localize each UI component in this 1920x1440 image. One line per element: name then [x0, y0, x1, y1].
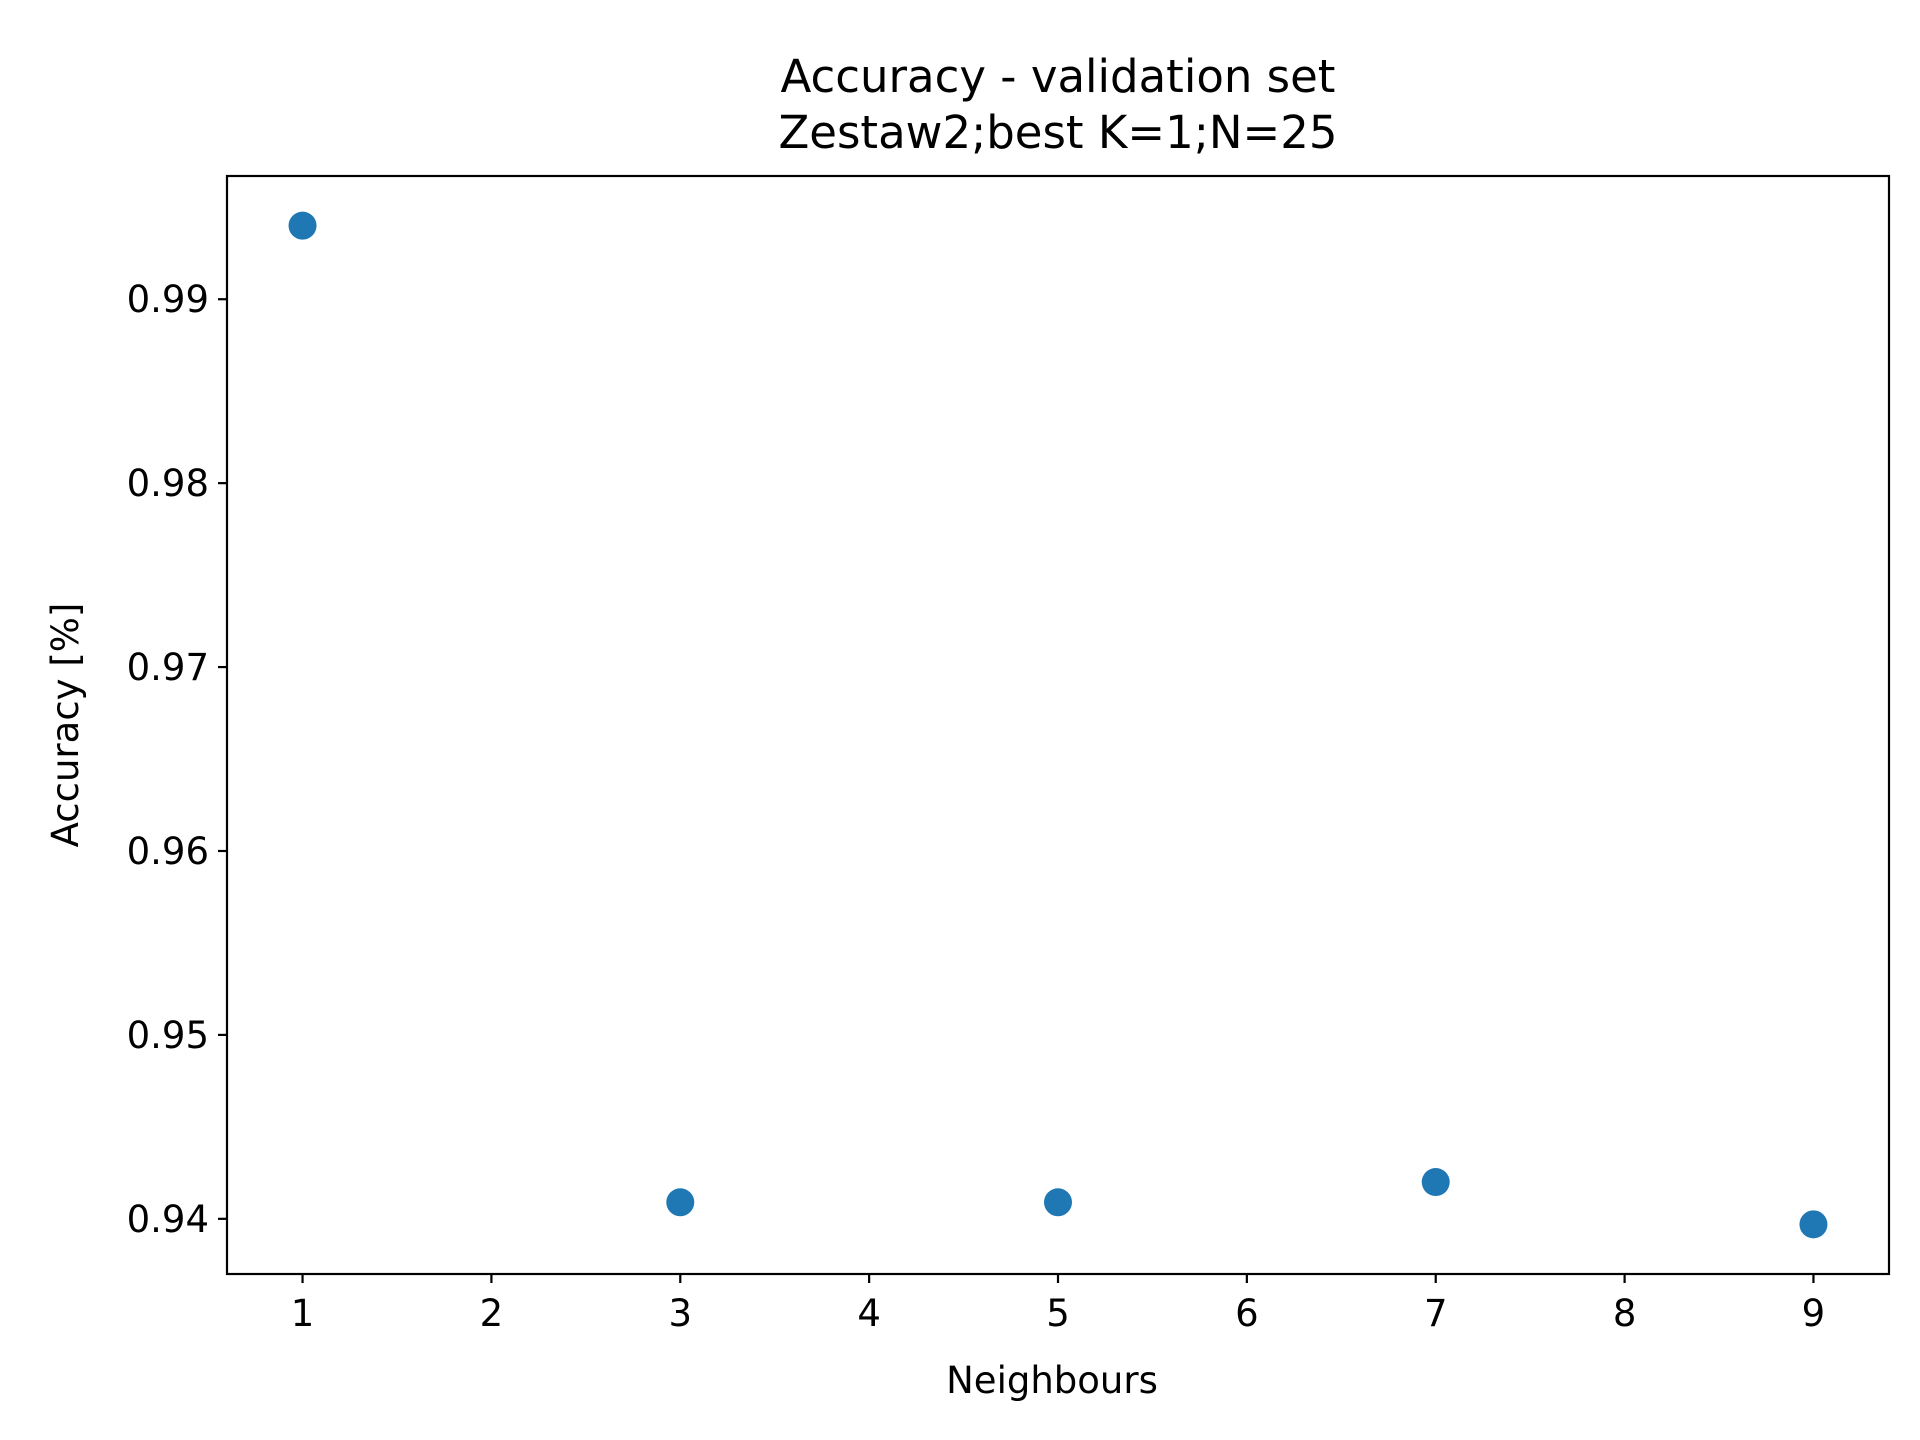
- chart-subtitle: Zestaw2;best K=1;N=25: [778, 106, 1337, 159]
- y-tick-label: 0.96: [127, 830, 209, 873]
- data-point: [1044, 1188, 1072, 1217]
- x-tick-label: 1: [291, 1292, 315, 1335]
- data-point: [1799, 1210, 1828, 1239]
- plot-area: [225, 174, 1891, 1276]
- data-points: [288, 211, 1828, 1239]
- y-axis: 0.94 0.95 0.96 0.97 0.98 0.99: [127, 278, 227, 1241]
- y-tick-label: 0.94: [127, 1198, 209, 1241]
- chart-title: Accuracy - validation set: [781, 50, 1336, 103]
- x-axis-label: Neighbours: [946, 1359, 1158, 1402]
- x-tick-label: 7: [1424, 1292, 1448, 1335]
- data-point: [1421, 1168, 1450, 1197]
- x-tick-label: 3: [668, 1292, 692, 1335]
- x-tick-label: 4: [857, 1292, 881, 1335]
- x-tick-label: 5: [1046, 1292, 1070, 1335]
- data-point: [288, 211, 317, 240]
- x-axis: 1 2 3 4 5 6 7 8 9: [291, 1274, 1825, 1335]
- y-tick-label: 0.99: [127, 278, 209, 321]
- data-point: [666, 1188, 695, 1217]
- x-tick-label: 6: [1235, 1292, 1259, 1335]
- x-tick-label: 2: [480, 1292, 504, 1335]
- y-tick-label: 0.97: [127, 646, 209, 689]
- y-tick-label: 0.98: [127, 462, 209, 505]
- y-axis-label: Accuracy [%]: [44, 603, 87, 848]
- x-tick-label: 9: [1802, 1292, 1826, 1335]
- x-tick-label: 8: [1613, 1292, 1637, 1335]
- y-tick-label: 0.95: [127, 1014, 209, 1057]
